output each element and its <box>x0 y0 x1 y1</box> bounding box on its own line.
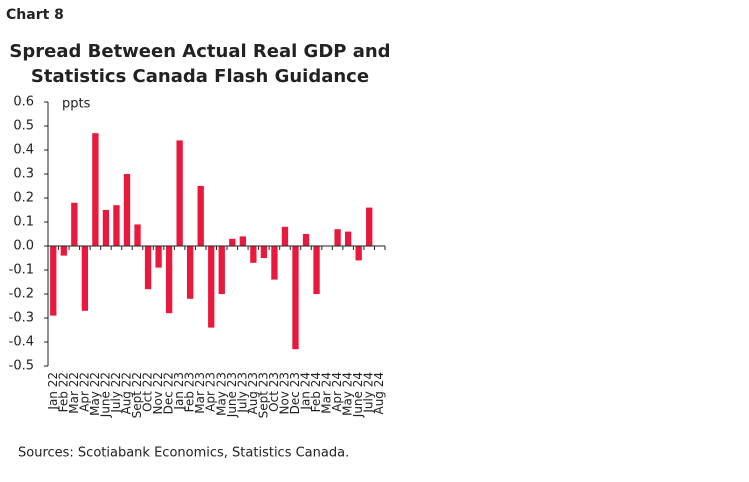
bar <box>60 246 67 256</box>
y-tick-label: 0.5 <box>13 119 34 134</box>
y-tick-label: -0.2 <box>9 287 34 302</box>
y-tick-label: 0.6 <box>13 95 34 110</box>
bar <box>250 246 257 263</box>
x-tick-label: Sept 22 <box>130 372 144 418</box>
bar <box>123 174 131 246</box>
y-tick-label: 0.3 <box>13 167 34 182</box>
bar <box>302 234 310 246</box>
bar <box>176 140 183 246</box>
y-tick-label: -0.1 <box>9 263 34 278</box>
x-tick-label: Jan 23 <box>172 372 186 411</box>
bar <box>155 246 162 268</box>
x-tick-label: Mar 22 <box>67 372 81 414</box>
bar <box>134 224 141 246</box>
bar <box>50 246 57 316</box>
bar <box>271 246 278 280</box>
x-tick-label: July 23 <box>235 372 249 414</box>
x-tick-label: Feb 23 <box>183 372 197 412</box>
y-tick-label: -0.3 <box>9 311 34 326</box>
bar <box>281 226 289 246</box>
x-tick-label: Apr 22 <box>77 372 91 412</box>
chart-label: Chart 8 <box>6 7 64 23</box>
x-tick-label: Jan 22 <box>46 372 60 411</box>
x-tick-label: May 23 <box>214 372 228 416</box>
source: Sources: Scotiabank Economics, Statistic… <box>18 446 349 461</box>
x-tick-label: May 22 <box>88 372 102 416</box>
x-tick-label: July 24 <box>362 372 376 414</box>
x-tick-label: Mar 23 <box>193 372 207 414</box>
bar <box>102 210 110 246</box>
x-tick-label: Feb 24 <box>309 372 323 412</box>
bar <box>218 246 225 294</box>
y-tick-label: -0.5 <box>9 359 34 374</box>
y-tick-label: -0.4 <box>9 335 34 350</box>
x-tick-label: Aug 24 <box>372 372 386 415</box>
chart-title: Spread Between Actual Real GDP and <box>9 41 390 62</box>
bar <box>144 246 152 290</box>
x-tick-label: Sept 23 <box>256 372 270 418</box>
bar <box>313 246 320 294</box>
bar <box>165 246 173 314</box>
bar <box>334 229 341 246</box>
x-tick-label: Apr 23 <box>204 372 218 412</box>
y-tick-label: 0.1 <box>13 215 34 230</box>
bar <box>113 205 120 246</box>
bar <box>187 246 194 299</box>
x-tick-label: Aug 22 <box>119 372 133 415</box>
bar <box>355 246 362 261</box>
bar <box>208 246 215 328</box>
bar <box>92 133 99 246</box>
bar <box>344 231 352 246</box>
x-tick-label: June 24 <box>351 372 365 418</box>
bar <box>81 246 89 311</box>
axis-unit: ppts <box>62 97 91 112</box>
x-tick-label: June 22 <box>98 372 112 418</box>
x-tick-label: Feb 22 <box>56 372 70 412</box>
x-tick-label: Oct 22 <box>141 372 155 412</box>
x-tick-label: Dec 22 <box>162 372 176 414</box>
x-tick-label: May 24 <box>341 372 355 416</box>
bar <box>197 186 204 246</box>
bar <box>292 246 299 350</box>
y-tick-label: 0.2 <box>13 191 34 206</box>
bar <box>71 202 78 246</box>
bar <box>260 246 268 258</box>
x-tick-label: Apr 24 <box>330 372 344 412</box>
x-tick-label: Nov 22 <box>151 372 165 415</box>
x-tick-label: Oct 23 <box>267 372 281 412</box>
x-tick-label: Dec 23 <box>288 372 302 414</box>
bar <box>229 238 236 246</box>
x-tick-label: June 23 <box>225 372 239 418</box>
y-tick-label: 0.0 <box>13 239 34 254</box>
bar <box>239 236 246 246</box>
y-tick-label: 0.4 <box>13 143 34 158</box>
bar <box>366 207 373 246</box>
x-tick-label: Mar 24 <box>320 372 334 414</box>
x-tick-label: Nov 23 <box>277 372 291 415</box>
x-tick-label: Aug 23 <box>246 372 260 415</box>
x-tick-label: Jan 24 <box>299 372 313 411</box>
chart-title: Statistics Canada Flash Guidance <box>31 66 369 87</box>
x-tick-label: July 22 <box>109 372 123 414</box>
